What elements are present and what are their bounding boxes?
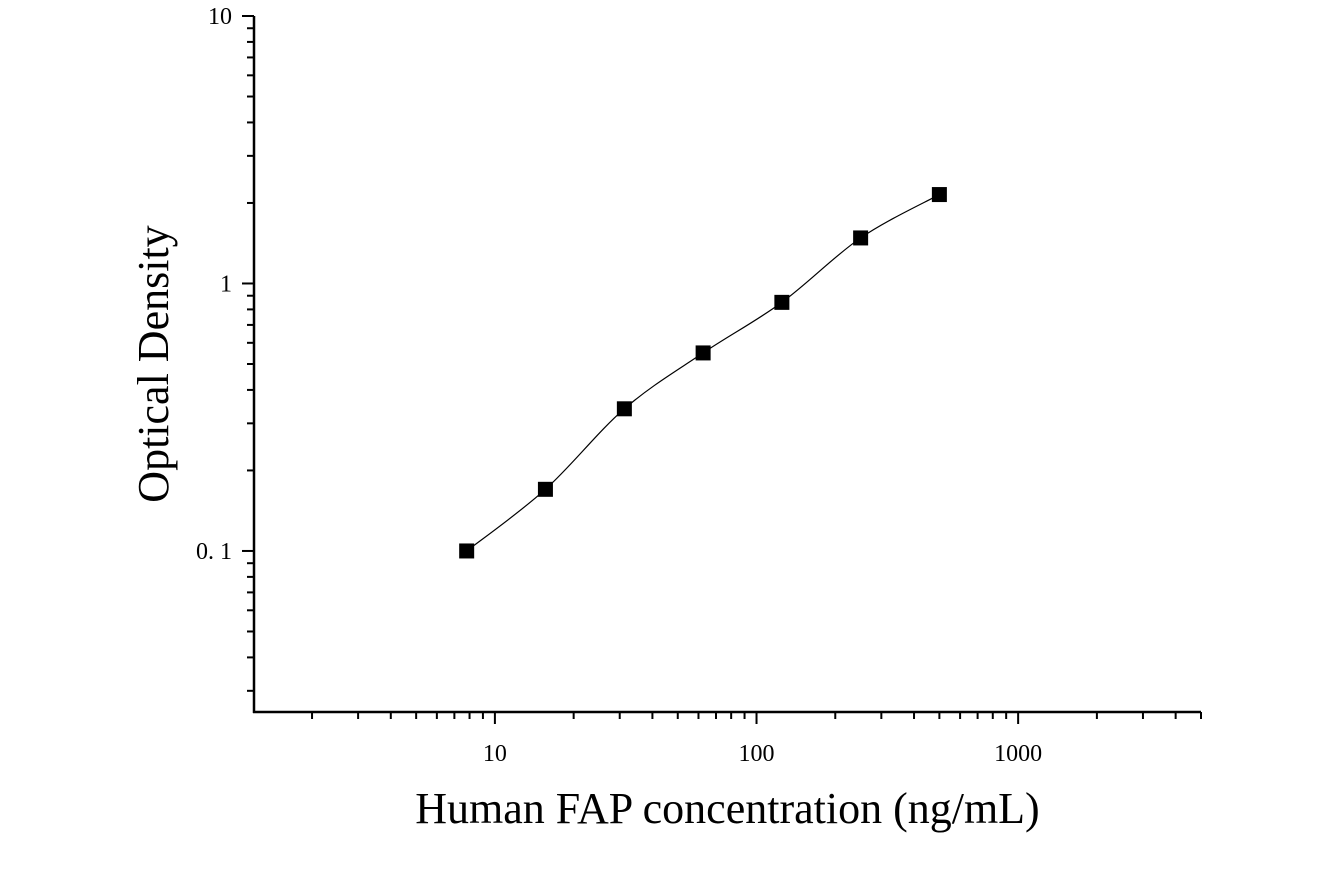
x-axis-tick-labels: 10 100 1000 — [483, 741, 1042, 767]
data-point — [931, 187, 947, 203]
data-point — [853, 230, 869, 246]
y-tick-label: 1 — [220, 271, 232, 297]
x-tick-label: 1000 — [994, 741, 1042, 767]
data-point — [459, 543, 475, 559]
x-axis-ticks — [311, 712, 1202, 724]
data-point — [616, 401, 632, 417]
x-axis-title: Human FAP concentration (ng/mL) — [415, 784, 1039, 833]
data-markers — [459, 187, 947, 559]
y-tick-label: 10 — [208, 4, 232, 30]
fit-curve — [466, 194, 940, 552]
x-tick-label: 100 — [739, 741, 775, 767]
y-axis-ticks — [242, 15, 254, 692]
data-point — [774, 294, 790, 310]
data-point — [537, 481, 553, 497]
y-axis-title: Optical Density — [129, 225, 178, 502]
x-tick-label: 10 — [483, 741, 507, 767]
data-point — [695, 345, 711, 361]
y-tick-label: 0. 1 — [196, 539, 232, 565]
y-axis-tick-labels: 0. 1 1 10 — [196, 4, 232, 565]
